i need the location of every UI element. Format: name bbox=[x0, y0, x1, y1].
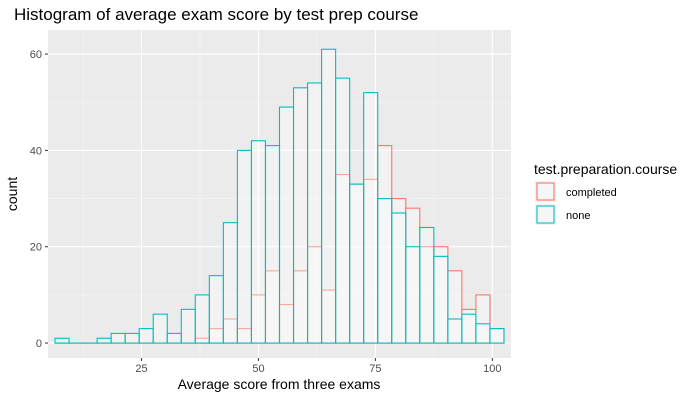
bar-none bbox=[475, 323, 491, 344]
x-axis-title: Average score from three exams bbox=[178, 376, 381, 392]
x-tick-label: 75 bbox=[369, 363, 381, 375]
legend-title: test.preparation.course bbox=[534, 161, 677, 177]
bar-none bbox=[236, 149, 252, 344]
bar-none bbox=[222, 222, 238, 344]
bar-none bbox=[419, 226, 435, 344]
bar-none bbox=[54, 337, 70, 344]
chart-title: Histogram of average exam score by test … bbox=[14, 5, 418, 24]
bar-none bbox=[363, 92, 379, 344]
legend-label-none: none bbox=[566, 210, 590, 222]
y-axis-title: count bbox=[4, 177, 20, 211]
bar-none bbox=[349, 183, 365, 344]
legend-key-completed bbox=[536, 182, 555, 201]
bar-none bbox=[124, 332, 140, 344]
legend-key-background bbox=[535, 204, 556, 225]
x-tick-label: 100 bbox=[483, 363, 501, 375]
y-tick-label: 40 bbox=[30, 145, 42, 157]
bar-none bbox=[180, 308, 196, 344]
y-tick-label: 0 bbox=[36, 338, 42, 350]
bar-none bbox=[461, 313, 477, 344]
bar-none bbox=[96, 337, 112, 344]
series-none bbox=[54, 48, 505, 344]
legend-key-none bbox=[536, 205, 555, 224]
x-tick-label: 25 bbox=[135, 363, 147, 375]
bar-none bbox=[110, 332, 126, 344]
y-tick-label: 60 bbox=[30, 49, 42, 61]
y-axis: 0 20 40 60 bbox=[30, 49, 48, 350]
bar-none bbox=[377, 198, 393, 344]
legend: test.preparation.course completed none bbox=[534, 161, 677, 225]
bar-none bbox=[335, 77, 351, 344]
bar-none bbox=[292, 87, 309, 344]
bar-none bbox=[321, 48, 337, 344]
bar-none bbox=[264, 145, 281, 344]
bar-none bbox=[489, 328, 505, 344]
bar-none bbox=[433, 255, 449, 344]
bar-none bbox=[405, 246, 421, 344]
legend-key-background bbox=[535, 181, 556, 202]
bar-none bbox=[138, 328, 154, 344]
y-tick-label: 20 bbox=[30, 242, 42, 254]
bar-none bbox=[166, 332, 182, 344]
bar-none bbox=[447, 318, 463, 344]
bar-none bbox=[194, 294, 210, 344]
bar-none bbox=[278, 106, 295, 344]
histogram-bars bbox=[54, 48, 505, 344]
bar-none bbox=[250, 140, 267, 344]
legend-label-completed: completed bbox=[566, 187, 617, 199]
bar-none bbox=[152, 313, 168, 344]
bar-none bbox=[307, 82, 323, 344]
bar-none bbox=[208, 275, 224, 344]
x-tick-label: 50 bbox=[252, 363, 264, 375]
x-axis: 25 50 75 100 bbox=[135, 358, 501, 375]
bar-none bbox=[391, 212, 407, 344]
